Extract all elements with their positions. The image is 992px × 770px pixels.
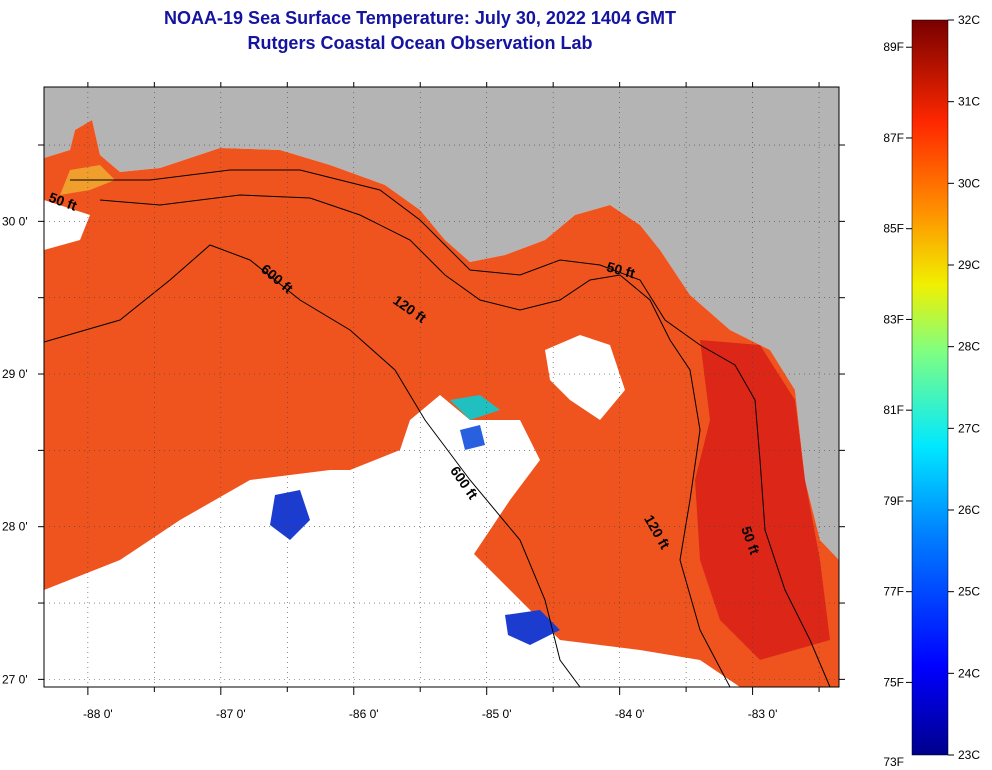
y-tick-label: 29 0' bbox=[2, 367, 28, 381]
colorbar-label-celsius: 27C bbox=[958, 421, 980, 435]
x-tick-label: -83 0' bbox=[748, 707, 778, 721]
y-tick-label: 30 0' bbox=[2, 214, 28, 228]
colorbar-scale bbox=[911, 19, 949, 756]
title-line-2: Rutgers Coastal Ocean Observation Lab bbox=[247, 33, 593, 53]
colorbar-label-celsius: 31C bbox=[958, 95, 980, 109]
no-data-cloud-gap-east bbox=[545, 335, 625, 420]
colorbar-label-fahrenheit: 85F bbox=[883, 222, 904, 236]
no-data-cloud-gap-northwest bbox=[44, 200, 90, 250]
sst-cold-patch-1 bbox=[270, 490, 310, 540]
sst-cold-patch-2 bbox=[505, 610, 560, 645]
colorbar-label-fahrenheit: 73F bbox=[883, 755, 904, 769]
land-mass bbox=[44, 87, 839, 560]
title-line-1: NOAA-19 Sea Surface Temperature: July 30… bbox=[164, 8, 676, 28]
x-tick-label: -87 0' bbox=[216, 707, 246, 721]
colorbar-label-celsius: 24C bbox=[958, 666, 980, 680]
x-tick-label: -86 0' bbox=[349, 707, 379, 721]
map-frame bbox=[43, 86, 840, 688]
contour-600ft-line bbox=[44, 244, 581, 687]
no-data-cloud-gap-central bbox=[44, 395, 540, 687]
contour-label: 50 ft bbox=[605, 259, 637, 282]
colorbar-label-fahrenheit: 89F bbox=[883, 40, 904, 54]
y-tick-label: 27 0' bbox=[2, 672, 28, 686]
colorbar-label-fahrenheit: 81F bbox=[883, 403, 904, 417]
colorbar-label-celsius: 28C bbox=[958, 340, 980, 354]
contour-50ft-line bbox=[70, 169, 831, 687]
colorbar-label-celsius: 29C bbox=[958, 258, 980, 272]
colorbar-label-celsius: 23C bbox=[958, 748, 980, 762]
colorbar-label-celsius: 25C bbox=[958, 585, 980, 599]
colorbar-label-fahrenheit: 83F bbox=[883, 312, 904, 326]
colorbar-label-fahrenheit: 87F bbox=[883, 131, 904, 145]
colorbar-label-celsius: 30C bbox=[958, 176, 980, 190]
colorbar-label-celsius: 32C bbox=[958, 13, 980, 27]
colorbar-label-fahrenheit: 77F bbox=[883, 585, 904, 599]
colorbar-label-celsius: 26C bbox=[958, 503, 980, 517]
colorbar-label-fahrenheit: 75F bbox=[883, 675, 904, 689]
contour-120ft-line bbox=[99, 194, 731, 687]
x-tick-label: -84 0' bbox=[615, 707, 645, 721]
sst-cold-patch-3 bbox=[450, 395, 500, 420]
x-tick-label: -88 0' bbox=[83, 707, 113, 721]
y-tick-label: 28 0' bbox=[2, 520, 28, 534]
colorbar-label-fahrenheit: 79F bbox=[883, 494, 904, 508]
x-tick-label: -85 0' bbox=[482, 707, 512, 721]
sst-cold-patch-4 bbox=[460, 425, 485, 450]
